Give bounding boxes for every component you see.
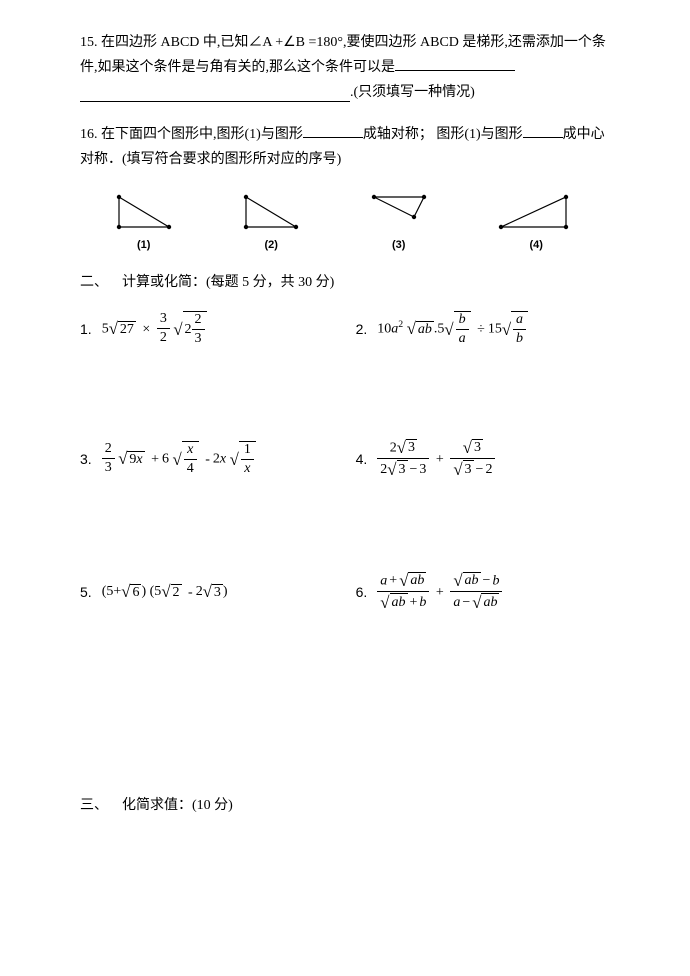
figure-2-label: (2) — [241, 239, 301, 251]
figure-3-label: (3) — [369, 239, 429, 251]
problem-3-num: 3. — [80, 451, 92, 467]
problem-4-num: 4. — [356, 451, 368, 467]
figure-2: (2) — [241, 192, 301, 251]
problem-2-formula: 10a2 ab.5ba ÷15ab — [377, 311, 528, 348]
triangle-2-svg — [241, 192, 301, 232]
q16-number: 16. — [80, 122, 98, 147]
problem-row-2: 3. 23 9x +6 x4 -2x 1x 4. 23 23−3 + — [80, 438, 610, 481]
problem-6: 6. a+ab ab+b + ab−b a−ab — [356, 571, 610, 614]
q15-blank-1 — [395, 56, 515, 71]
q16-text-1: 在下面四个图形中,图形(1)与图形 — [101, 127, 303, 142]
problem-3-formula: 23 9x +6 x4 -2x 1x — [102, 441, 256, 478]
problem-6-num: 6. — [356, 584, 368, 600]
triangle-1-svg — [114, 192, 174, 232]
section-3-title: 三、 化简求值：(10 分) — [80, 794, 610, 814]
figure-4-label: (4) — [496, 239, 576, 251]
problem-5-num: 5. — [80, 584, 92, 600]
problem-row-1: 1. 527 × 32 223 2. 10a2 ab.5ba ÷15ab — [80, 311, 610, 348]
q15-text: 在四边形 ABCD 中,已知∠A +∠B =180°,要使四边形 ABCD 是梯… — [80, 35, 606, 75]
figure-4: (4) — [496, 192, 576, 251]
problem-6-formula: a+ab ab+b + ab−b a−ab — [377, 571, 502, 614]
problem-4: 4. 23 23−3 + 3 3−2 — [356, 438, 610, 481]
section-3-text: 化简求值：(10 分) — [122, 798, 233, 813]
question-15: 15. 在四边形 ABCD 中,已知∠A +∠B =180°,要使四边形 ABC… — [80, 30, 610, 106]
figure-1: (1) — [114, 192, 174, 251]
triangle-3-svg — [369, 192, 429, 232]
problem-2-num: 2. — [356, 321, 368, 337]
section-2-label: 二、 — [80, 275, 108, 290]
problem-1-num: 1. — [80, 321, 92, 337]
section-3-label: 三、 — [80, 798, 108, 813]
q16-blank-1 — [303, 123, 363, 138]
q16-blank-2 — [523, 123, 563, 138]
problem-1-formula: 527 × 32 223 — [102, 311, 207, 348]
problem-1: 1. 527 × 32 223 — [80, 311, 356, 348]
problem-2: 2. 10a2 ab.5ba ÷15ab — [356, 311, 610, 348]
problems-grid: 1. 527 × 32 223 2. 10a2 ab.5ba ÷15ab — [80, 311, 610, 614]
figure-1-label: (1) — [114, 239, 174, 251]
problem-5-formula: (5+6) (52 -23) — [102, 582, 228, 602]
problem-3: 3. 23 9x +6 x4 -2x 1x — [80, 438, 356, 481]
q15-blank-2 — [80, 101, 350, 102]
problem-5: 5. (5+6) (52 -23) — [80, 571, 356, 614]
triangle-4-svg — [496, 192, 576, 232]
q15-hint: .(只须填写一种情况) — [350, 80, 475, 105]
problem-row-3: 5. (5+6) (52 -23) 6. a+ab ab+b + ab−b — [80, 571, 610, 614]
q15-number: 15. — [80, 30, 98, 55]
figure-3: (3) — [369, 192, 429, 251]
section-2-title: 二、 计算或化简：(每题 5 分，共 30 分) — [80, 271, 610, 291]
q16-text-2: 成轴对称； 图形(1)与图形 — [363, 127, 523, 142]
question-16: 16. 在下面四个图形中,图形(1)与图形成轴对称； 图形(1)与图形成中心对称… — [80, 122, 610, 172]
problem-4-formula: 23 23−3 + 3 3−2 — [377, 438, 495, 481]
section-2-text: 计算或化简：(每题 5 分，共 30 分) — [122, 275, 334, 290]
figures-row: (1) (2) (3) (4) — [80, 192, 610, 251]
